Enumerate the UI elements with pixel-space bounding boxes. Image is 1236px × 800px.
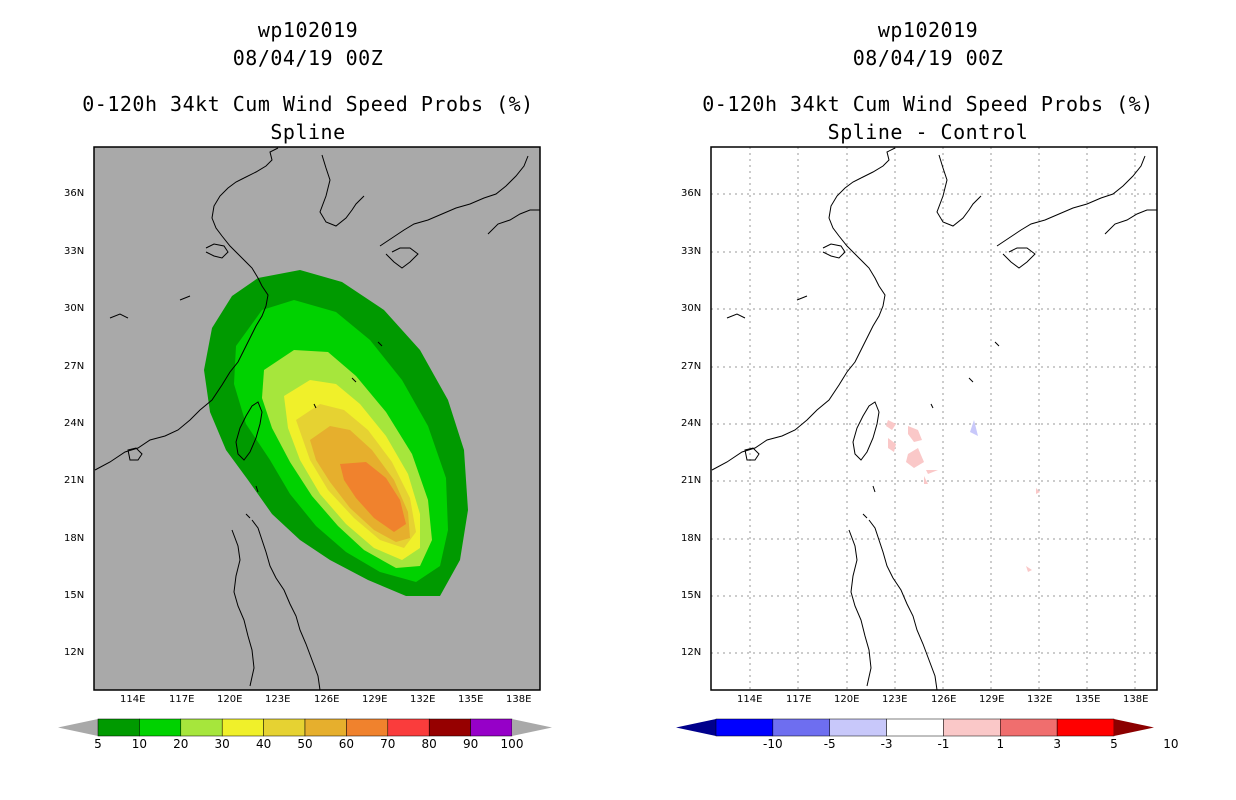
lon-label: 114E bbox=[737, 694, 763, 705]
right-title-product: 0-120h 34kt Cum Wind Speed Probs (%) bbox=[702, 92, 1154, 116]
colorbar-under-triangle bbox=[676, 719, 716, 736]
colorbar-label: 5 bbox=[1110, 737, 1118, 751]
lat-label: 18N bbox=[64, 533, 85, 544]
colorbar-label: 70 bbox=[380, 737, 396, 751]
right-colorbar bbox=[676, 718, 1154, 737]
lat-label: 21N bbox=[64, 475, 85, 486]
lat-label: 12N bbox=[64, 647, 85, 658]
lon-label: 129E bbox=[979, 694, 1005, 705]
colorbar-swatch bbox=[943, 718, 1001, 737]
colorbar-label: 1 bbox=[996, 737, 1005, 751]
colorbar-label: 3 bbox=[1053, 737, 1061, 751]
lat-label: 24N bbox=[64, 418, 85, 429]
colorbar-swatch bbox=[221, 718, 264, 737]
colorbar-label: 80 bbox=[421, 737, 437, 751]
right-title-method: Spline - Control bbox=[827, 120, 1029, 144]
lat-label: 24N bbox=[681, 418, 702, 429]
lat-label: 12N bbox=[681, 647, 702, 658]
lat-label: 15N bbox=[64, 590, 85, 601]
colorbar-over-triangle bbox=[512, 719, 552, 736]
right-title-date: 08/04/19 00Z bbox=[852, 46, 1004, 70]
lat-label: 33N bbox=[681, 246, 702, 257]
lon-label: 117E bbox=[786, 694, 812, 705]
lon-label: 138E bbox=[1123, 694, 1149, 705]
colorbar-swatch bbox=[428, 718, 471, 737]
lat-label: 30N bbox=[681, 303, 702, 314]
lat-label: 27N bbox=[681, 361, 702, 372]
colorbar-swatch bbox=[97, 718, 140, 737]
lat-label: 18N bbox=[681, 533, 702, 544]
lon-label: 120E bbox=[834, 694, 860, 705]
lon-label: 117E bbox=[169, 694, 195, 705]
lat-label: 15N bbox=[681, 590, 702, 601]
colorbar-label: -3 bbox=[880, 737, 893, 751]
lon-label: 120E bbox=[217, 694, 243, 705]
colorbar-label: -10 bbox=[763, 737, 783, 751]
left-colorbar bbox=[58, 718, 552, 737]
colorbar-swatch bbox=[772, 718, 830, 737]
colorbar-label: 60 bbox=[338, 737, 355, 751]
lon-label: 123E bbox=[882, 694, 908, 705]
negative-difference-patch bbox=[970, 420, 978, 436]
colorbar-swatch bbox=[470, 718, 513, 737]
colorbar-swatch bbox=[304, 718, 347, 737]
colorbar-swatch bbox=[387, 718, 430, 737]
lat-label: 21N bbox=[681, 475, 702, 486]
colorbar-label: 10 bbox=[131, 737, 148, 751]
colorbar-swatch bbox=[346, 718, 389, 737]
lon-label: 114E bbox=[120, 694, 146, 705]
colorbar-swatch bbox=[715, 718, 774, 737]
colorbar-label: 20 bbox=[173, 737, 189, 751]
lon-label: 135E bbox=[1075, 694, 1101, 705]
colorbar-label: 10 bbox=[1163, 737, 1179, 751]
lon-label: 123E bbox=[265, 694, 291, 705]
lat-label: 36N bbox=[681, 188, 702, 199]
left-title-product: 0-120h 34kt Cum Wind Speed Probs (%) bbox=[82, 92, 534, 116]
lat-label: 27N bbox=[64, 361, 85, 372]
lon-label: 132E bbox=[410, 694, 436, 705]
lat-label: 30N bbox=[64, 303, 85, 314]
lon-label: 129E bbox=[362, 694, 388, 705]
colorbar-label: -5 bbox=[823, 737, 836, 751]
left-title-method: Spline bbox=[270, 120, 346, 144]
colorbar-label: 100 bbox=[500, 737, 524, 751]
prob-60-contour bbox=[340, 462, 406, 532]
lon-label: 132E bbox=[1027, 694, 1053, 705]
right-map-gridlines bbox=[711, 147, 1157, 690]
colorbar-swatch bbox=[886, 718, 944, 737]
positive-difference-patches bbox=[886, 420, 1040, 572]
left-map-frame bbox=[93, 146, 541, 691]
colorbar-label: 50 bbox=[297, 737, 313, 751]
lon-label: 135E bbox=[458, 694, 484, 705]
colorbar-label: 90 bbox=[462, 737, 479, 751]
colorbar-label: 5 bbox=[94, 737, 102, 751]
lon-label: 126E bbox=[931, 694, 957, 705]
colorbar-swatch bbox=[180, 718, 223, 737]
right-title-storm: wp102019 bbox=[877, 18, 979, 42]
lon-label: 138E bbox=[506, 694, 532, 705]
colorbar-swatch bbox=[1000, 718, 1058, 737]
lat-label: 33N bbox=[64, 246, 85, 257]
colorbar-label: -1 bbox=[937, 737, 950, 751]
colorbar-over-triangle bbox=[1114, 719, 1154, 736]
lat-label: 36N bbox=[64, 188, 85, 199]
colorbar-label: 40 bbox=[255, 737, 272, 751]
right-map bbox=[711, 147, 1157, 690]
colorbar-label: 30 bbox=[214, 737, 230, 751]
colorbar-under-triangle bbox=[58, 719, 98, 736]
left-map bbox=[94, 147, 540, 690]
right-map-frame bbox=[710, 146, 1158, 691]
lon-label: 126E bbox=[314, 694, 340, 705]
colorbar-swatch bbox=[1056, 718, 1115, 737]
colorbar-swatch bbox=[829, 718, 887, 737]
colorbar-swatch bbox=[139, 718, 182, 737]
left-title-date: 08/04/19 00Z bbox=[232, 46, 384, 70]
left-title-storm: wp102019 bbox=[257, 18, 359, 42]
colorbar-swatch bbox=[263, 718, 306, 737]
